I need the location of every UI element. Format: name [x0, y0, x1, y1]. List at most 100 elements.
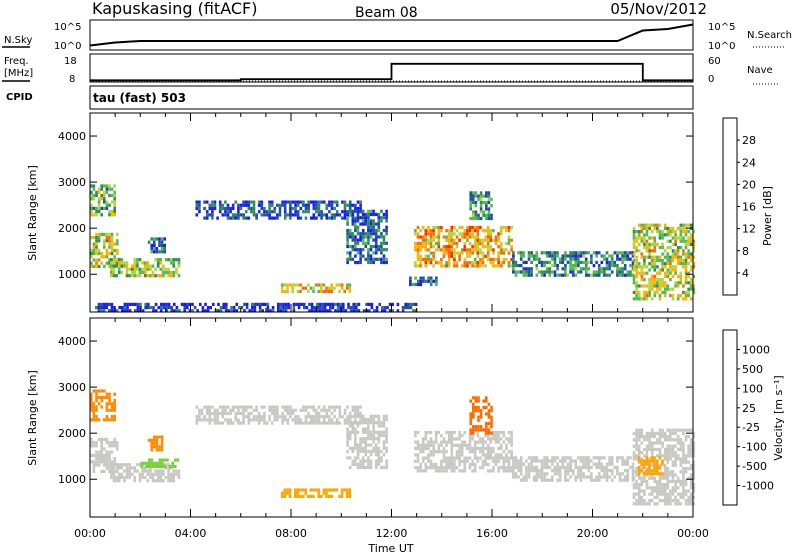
velocity-cell	[113, 415, 116, 419]
velocity-cell	[108, 441, 111, 445]
power-cell	[165, 306, 168, 310]
velocity-cell	[314, 488, 318, 492]
power-cell	[222, 302, 225, 306]
power-cell	[527, 267, 531, 271]
velocity-cell	[450, 430, 454, 435]
power-cell	[339, 309, 342, 313]
velocity-cell	[564, 472, 567, 476]
velocity-cell	[380, 449, 383, 454]
power-cell	[527, 257, 531, 261]
power-cell	[219, 306, 223, 310]
power-cell	[656, 281, 659, 285]
power-cell	[466, 232, 469, 236]
colorbar-tick-label: -100	[742, 441, 767, 454]
power-cell	[153, 247, 156, 251]
power-cell	[339, 302, 342, 306]
power-cell	[385, 260, 388, 265]
velocity-cell	[158, 445, 161, 449]
velocity-cell	[661, 428, 664, 432]
power-cell	[342, 302, 345, 306]
velocity-cell	[579, 469, 583, 473]
velocity-cell	[512, 465, 515, 469]
power-cell	[525, 260, 528, 264]
power-cell	[684, 239, 688, 243]
velocity-cell	[330, 411, 334, 416]
velocity-cell	[484, 456, 487, 460]
power-cell	[320, 213, 323, 217]
velocity-cell	[250, 418, 253, 422]
velocity-cell	[385, 427, 388, 431]
power-cell	[117, 270, 121, 275]
power-cell	[453, 251, 456, 255]
velocity-cell	[663, 495, 667, 499]
power-cell	[577, 270, 580, 274]
power-cell	[159, 261, 163, 265]
velocity-cell	[301, 488, 305, 492]
power-cell	[689, 236, 693, 240]
power-cell	[146, 274, 150, 278]
velocity-cell	[455, 437, 459, 441]
power-cell	[152, 309, 155, 313]
power-cell	[217, 309, 220, 313]
velocity-cell	[95, 460, 98, 464]
velocity-cell	[117, 475, 121, 480]
power-cell	[280, 286, 284, 290]
velocity-cell	[507, 462, 511, 467]
power-cell	[385, 225, 388, 229]
velocity-cell	[494, 440, 498, 444]
velocity-cell	[90, 408, 93, 412]
velocity-cell	[676, 502, 680, 506]
power-cell	[473, 264, 477, 268]
velocity-cell	[472, 405, 475, 410]
velocity-cell	[610, 469, 614, 473]
power-cell	[437, 245, 441, 249]
power-cell	[218, 206, 222, 211]
velocity-cell	[151, 479, 155, 483]
velocity-cell	[527, 469, 531, 473]
power-cell	[112, 261, 116, 265]
velocity-cell	[103, 395, 106, 399]
power-cell	[281, 203, 284, 207]
velocity-cell	[330, 421, 334, 425]
power-cell	[205, 200, 209, 204]
velocity-cell	[645, 454, 649, 458]
power-cell	[545, 267, 549, 271]
velocity-cell	[512, 456, 515, 460]
power-cell	[676, 281, 680, 285]
power-cell	[367, 232, 370, 236]
power-cell	[473, 241, 477, 246]
power-cell	[414, 282, 417, 287]
power-cell	[243, 302, 246, 306]
power-cell	[206, 306, 210, 310]
velocity-cell	[648, 469, 651, 473]
power-cell	[605, 251, 609, 255]
power-cell	[637, 233, 641, 237]
power-cell	[307, 206, 310, 211]
velocity-cell	[476, 459, 480, 463]
velocity-cell	[440, 459, 443, 463]
power-cell	[648, 255, 651, 259]
power-cell	[626, 254, 630, 258]
power-cell	[486, 251, 490, 255]
velocity-cell	[661, 435, 664, 439]
power-cell	[385, 257, 388, 261]
velocity-cell	[679, 502, 683, 506]
velocity-cell	[479, 466, 482, 470]
velocity-cell	[136, 469, 139, 473]
velocity-cell	[172, 472, 176, 476]
power-cell	[369, 232, 373, 236]
power-cell	[356, 219, 360, 223]
velocity-cell	[482, 428, 485, 432]
power-cell	[341, 216, 344, 220]
power-cell	[487, 213, 491, 217]
power-cell	[97, 206, 101, 210]
velocity-cell	[635, 431, 638, 435]
power-cell	[162, 274, 165, 278]
power-cell	[643, 255, 646, 259]
velocity-cell	[110, 444, 114, 448]
velocity-cell	[489, 469, 493, 473]
power-cell	[623, 257, 627, 261]
power-cell	[224, 213, 227, 217]
power-cell	[336, 302, 340, 306]
velocity-cell	[455, 453, 459, 457]
